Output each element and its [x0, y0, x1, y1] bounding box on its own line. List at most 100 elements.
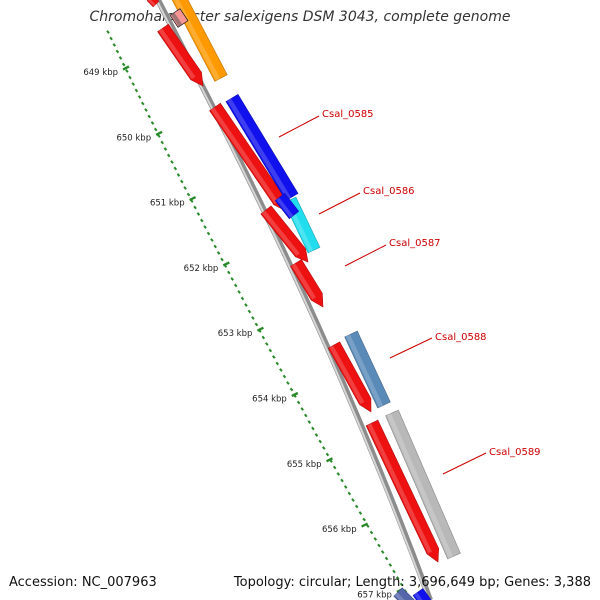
- ruler-minor-tick: [369, 530, 374, 535]
- ruler-minor-tick: [354, 504, 359, 509]
- ruler-minor-tick: [318, 439, 322, 444]
- gene-labels: Csal_0585 Csal_0586 Csal_0587 Csal_0588 …: [278, 109, 541, 475]
- ruler-minor-tick: [332, 465, 337, 470]
- ruler-minor-tick: [282, 374, 287, 379]
- ruler-tick-label: 653 kbp: [218, 329, 253, 339]
- ruler-minor-tick: [300, 407, 304, 411]
- ruler-minor-tick: [220, 257, 224, 262]
- ruler-minor-tick: [247, 309, 252, 314]
- gene-label-leader: [318, 192, 361, 215]
- ruler-minor-tick: [137, 95, 142, 99]
- ruler-minor-tick: [134, 88, 139, 93]
- gene-feature: [274, 192, 300, 220]
- gene-label[interactable]: Csal_0589: [489, 447, 541, 458]
- ruler-major-tick: [189, 196, 197, 202]
- ruler-tick-label: 654 kbp: [252, 395, 287, 405]
- ruler-minor-tick: [180, 179, 184, 184]
- backbone-highlight: [155, 0, 429, 600]
- ruler-minor-tick: [384, 556, 389, 561]
- ruler-tick-label: 657 kbp: [357, 590, 392, 600]
- ruler-minor-tick: [240, 296, 245, 301]
- ruler-minor-tick: [268, 348, 273, 353]
- ruler-minor-tick: [396, 576, 400, 580]
- ruler-minor-tick: [150, 121, 155, 125]
- ruler-minor-tick: [216, 251, 221, 255]
- ruler-minor-tick: [358, 511, 363, 515]
- ruler-minor-tick: [399, 582, 404, 587]
- ruler-minor-tick: [157, 134, 161, 138]
- ruler-minor-tick: [210, 238, 214, 242]
- ruler-minor-tick: [289, 387, 294, 392]
- ruler-minor-tick: [279, 368, 283, 372]
- ruler-minor-tick: [173, 166, 178, 171]
- accession-text: Accession: NC_007963: [9, 575, 157, 590]
- ruler-minor-tick: [163, 147, 168, 151]
- ruler-minor-tick: [254, 322, 259, 327]
- ruler-minor-tick: [314, 433, 319, 437]
- ruler-tick-label: 651 kbp: [150, 199, 185, 209]
- ruler-minor-tick: [296, 400, 301, 405]
- ruler-minor-tick: [237, 290, 241, 294]
- gene-label[interactable]: Csal_0585: [322, 109, 374, 120]
- gene-feature-highlight: [394, 592, 405, 600]
- ruler-tick-label: 649 kbp: [83, 68, 118, 78]
- ruler-minor-tick: [265, 342, 269, 346]
- ruler-major-tick: [361, 522, 369, 528]
- ruler-minor-tick: [125, 69, 129, 73]
- ruler-minor-tick: [336, 472, 341, 476]
- ruler-minor-tick: [206, 231, 211, 236]
- ruler-minor-tick: [141, 101, 145, 106]
- ruler-minor-tick: [322, 446, 326, 450]
- gene-label-leader: [278, 115, 320, 138]
- ruler-minor-tick: [307, 420, 312, 424]
- ruler-major-tick: [122, 65, 130, 71]
- gene-feature-highlight: [158, 28, 196, 80]
- ruler-major-tick: [155, 130, 163, 136]
- ruler-minor-tick: [304, 413, 308, 418]
- ruler-minor-tick: [377, 543, 381, 548]
- genome-summary-text: Topology: circular; Length: 3,696,649 bp…: [233, 575, 591, 590]
- ruler-minor-tick: [213, 244, 217, 249]
- backbone-arc: [155, 0, 433, 600]
- gene-label[interactable]: Csal_0587: [389, 238, 441, 249]
- gene-feature-highlight: [367, 423, 432, 554]
- ruler-major-tick: [325, 457, 334, 463]
- ruler-minor-tick: [230, 277, 234, 281]
- gene-feature-highlight: [291, 263, 316, 300]
- ruler-minor-tick: [183, 186, 187, 190]
- ruler-minor-tick: [203, 225, 207, 229]
- gene-label-leader: [344, 244, 387, 267]
- ruler-minor-tick: [166, 153, 171, 158]
- ruler-minor-tick: [261, 335, 266, 340]
- ruler-tick-label: 655 kbp: [287, 460, 322, 470]
- ruler-minor-tick: [311, 426, 315, 431]
- ruler: 649 kbp 650 kbp 651 kbp 652 kbp 653 kbp 654 k…: [83, 30, 411, 600]
- ruler-minor-tick: [121, 62, 126, 67]
- gene-feature-highlight: [147, 0, 156, 7]
- ruler-minor-tick: [340, 478, 344, 483]
- ruler-minor-tick: [106, 30, 110, 34]
- ruler-minor-tick: [233, 283, 238, 288]
- ruler-minor-tick: [347, 491, 352, 496]
- gene-feature-highlight: [171, 12, 183, 27]
- ruler-tick-label: 652 kbp: [184, 264, 219, 274]
- ruler-minor-tick: [144, 108, 148, 112]
- ruler-minor-tick: [362, 517, 366, 522]
- ruler-minor-tick: [131, 82, 135, 86]
- gene-label[interactable]: Csal_0586: [363, 186, 415, 197]
- ruler-minor-tick: [160, 140, 164, 145]
- ruler-minor-tick: [343, 485, 348, 489]
- ruler-minor-tick: [186, 192, 191, 197]
- gene-feature-highlight: [262, 210, 300, 256]
- ruler-minor-tick: [112, 43, 117, 47]
- ruler-minor-tick: [196, 212, 201, 216]
- ruler-minor-tick: [115, 49, 120, 54]
- ruler-minor-tick: [380, 550, 385, 554]
- ruler-minor-tick: [118, 56, 123, 60]
- gene-label[interactable]: Csal_0588: [435, 332, 487, 343]
- backbone: [155, 0, 433, 600]
- ruler-tick-label: 656 kbp: [322, 525, 357, 535]
- gene-feature-highlight: [345, 334, 383, 408]
- ruler-tick-label: 650 kbp: [116, 133, 151, 143]
